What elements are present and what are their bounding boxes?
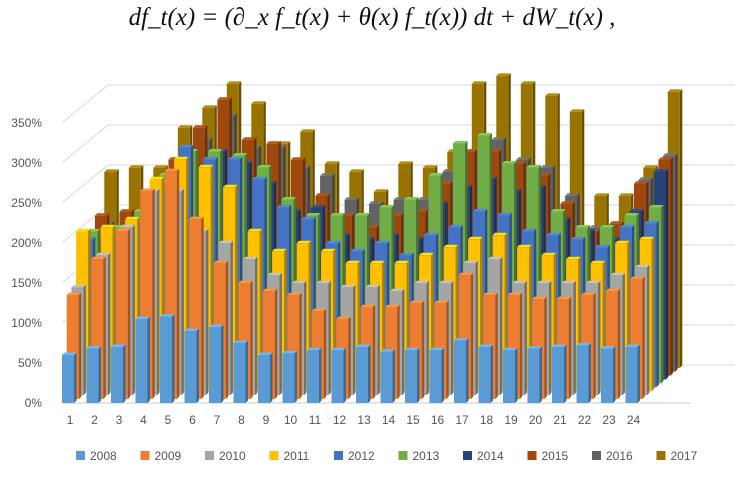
gridline <box>61 204 109 244</box>
x-tick-label: 17 <box>455 413 469 427</box>
x-tick-label: 5 <box>165 413 172 427</box>
bar-2008-23 <box>601 346 616 403</box>
bar-2008-16 <box>429 347 444 403</box>
x-tick-label: 9 <box>263 413 270 427</box>
bar-2008-11 <box>307 347 322 403</box>
legend-label: 2010 <box>219 449 246 463</box>
x-tick-label: 16 <box>431 413 445 427</box>
legend-swatch <box>527 451 537 460</box>
legend-label: 2012 <box>348 449 375 463</box>
legend-label: 2013 <box>413 449 440 463</box>
legend-label: 2015 <box>542 449 569 463</box>
bar-2008-20 <box>527 346 542 403</box>
x-tick-label: 3 <box>116 413 123 427</box>
legend-label: 2011 <box>284 449 310 463</box>
x-tick-label: 22 <box>578 413 592 427</box>
x-tick-label: 15 <box>406 413 420 427</box>
x-tick-label: 13 <box>357 413 371 427</box>
x-tick-label: 10 <box>284 413 298 427</box>
y-tick-label: 300% <box>11 156 42 170</box>
x-tick-label: 4 <box>140 413 147 427</box>
legend-swatch <box>334 451 343 460</box>
y-tick-label: 50% <box>18 356 42 370</box>
bar-2008-15 <box>405 347 420 403</box>
bar-2008-2 <box>86 346 101 403</box>
bar-2008-24 <box>625 344 640 403</box>
gridline <box>61 164 109 204</box>
bar-2008-19 <box>503 347 518 403</box>
bar-2008-3 <box>111 344 126 403</box>
x-tick-label: 6 <box>189 413 196 427</box>
equation: df_t(x) = (∂_x f_t(x) + θ(x) f_t(x)) dt … <box>128 4 616 31</box>
bar-2008-21 <box>552 344 567 403</box>
x-tick-label: 2 <box>91 413 98 427</box>
x-tick-label: 14 <box>382 413 396 427</box>
bar-2008-12 <box>331 347 346 403</box>
gridline <box>61 124 109 164</box>
legend-label: 2017 <box>671 449 698 463</box>
y-tick-label: 150% <box>11 276 42 290</box>
bar-2008-4 <box>135 316 150 403</box>
x-tick-label: 24 <box>627 413 641 427</box>
y-tick-label: 200% <box>11 236 42 250</box>
x-tick-label: 19 <box>504 413 518 427</box>
legend-swatch <box>592 451 601 460</box>
bar-2008-8 <box>233 340 248 403</box>
bar-2008-10 <box>282 350 297 403</box>
y-tick-label: 100% <box>11 316 42 330</box>
legend-swatch <box>269 451 279 460</box>
x-tick-label: 18 <box>480 413 494 427</box>
x-tick-label: 21 <box>553 413 567 427</box>
bar-2008-17 <box>454 338 469 403</box>
bar-2008-6 <box>184 328 199 403</box>
gridline <box>61 84 109 124</box>
bar-2008-22 <box>576 342 591 403</box>
legend-swatch <box>140 451 150 460</box>
x-tick-label: 8 <box>238 413 245 427</box>
bar-2008-9 <box>258 352 273 403</box>
x-tick-label: 7 <box>214 413 221 427</box>
legend-label: 2016 <box>606 449 633 463</box>
legend-swatch <box>205 451 214 460</box>
x-tick-label: 1 <box>67 413 74 427</box>
legend-label: 2009 <box>155 449 182 463</box>
bar-2008-1 <box>62 352 77 403</box>
x-tick-label: 20 <box>529 413 543 427</box>
y-tick-label: 350% <box>11 116 42 130</box>
x-tick-label: 12 <box>333 413 347 427</box>
bar-2008-13 <box>356 344 371 403</box>
legend-label: 2008 <box>90 449 117 463</box>
legend-swatch <box>656 451 666 460</box>
x-tick-label: 23 <box>602 413 616 427</box>
y-tick-label: 250% <box>11 196 42 210</box>
legend-swatch <box>463 451 472 460</box>
legend-label: 2014 <box>477 449 504 463</box>
bar-2008-5 <box>160 314 175 403</box>
legend-swatch <box>76 451 85 460</box>
bar-2008-18 <box>478 344 493 403</box>
x-tick-label: 11 <box>309 413 322 427</box>
legend-swatch <box>398 451 408 460</box>
bar-2008-7 <box>209 324 224 403</box>
bar-2008-14 <box>380 349 395 403</box>
y-tick-label: 0% <box>25 396 43 410</box>
bar-chart-3d: 0%50%100%150%200%250%300%350%1 2 3 4 5 6 7 8 9 10… <box>11 73 735 463</box>
